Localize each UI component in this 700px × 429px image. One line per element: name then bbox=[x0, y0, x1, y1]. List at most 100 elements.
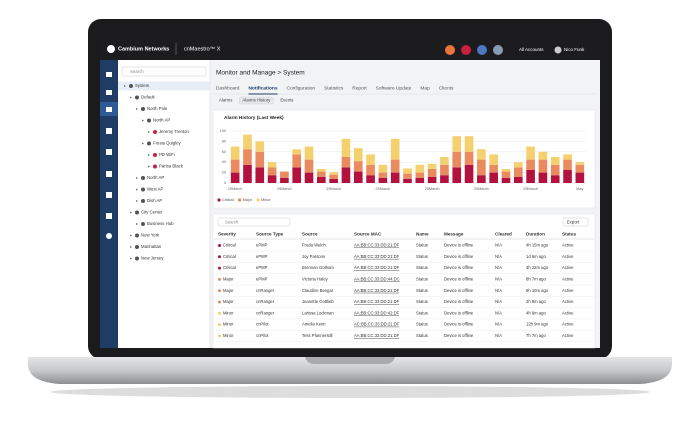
rail-icon[interactable] bbox=[106, 72, 112, 77]
bar-segment bbox=[403, 178, 412, 183]
tab[interactable]: Software Update bbox=[376, 85, 412, 91]
user[interactable]: Nico Funk bbox=[564, 47, 585, 52]
breadcrumb: Monitor and Manage > System bbox=[216, 70, 305, 77]
severity-dot bbox=[218, 277, 221, 281]
tree-item[interactable]: Parisa Black bbox=[159, 164, 184, 169]
rail-icon[interactable] bbox=[106, 192, 112, 198]
bar-segment bbox=[427, 163, 437, 169]
tree-item[interactable]: System bbox=[135, 83, 150, 88]
tab[interactable]: Statistics bbox=[324, 85, 344, 91]
bar-segment bbox=[366, 175, 375, 183]
tree-item[interactable]: Dish AP bbox=[147, 198, 162, 203]
table-cell: Device is offline bbox=[444, 322, 474, 327]
table-cell[interactable]: AA:BB:CC:33:DD:21:DF bbox=[354, 265, 400, 270]
tree-icon bbox=[129, 84, 133, 88]
bar-segment bbox=[329, 172, 338, 175]
tree-panel bbox=[118, 60, 210, 348]
icon[interactable] bbox=[493, 45, 503, 55]
bar-segment bbox=[501, 168, 511, 172]
bar-segment bbox=[267, 167, 277, 176]
rail-icon[interactable] bbox=[106, 128, 112, 134]
table-cell: Major bbox=[223, 288, 234, 293]
table-cell[interactable]: AA:BB:CC:33:DD:21:DF bbox=[354, 288, 400, 293]
column-header: Source bbox=[302, 232, 318, 237]
x-tick-label: 29March bbox=[228, 187, 243, 191]
tree-item[interactable]: North Pole bbox=[147, 106, 168, 111]
tab[interactable]: Report bbox=[352, 85, 367, 91]
tree-item[interactable]: PD WiFi bbox=[159, 152, 175, 157]
rail-icon[interactable] bbox=[106, 149, 112, 155]
bar-segment bbox=[563, 154, 572, 160]
subtab[interactable]: Alarms History bbox=[242, 98, 271, 103]
table-cell[interactable]: AA:BB:CC:33:DD:21:DF bbox=[354, 254, 400, 259]
rail-icon[interactable] bbox=[106, 171, 112, 177]
brand: Cambium Networks bbox=[118, 46, 169, 52]
icon[interactable] bbox=[445, 45, 455, 55]
tree-item[interactable]: City Center bbox=[141, 210, 163, 215]
table-cell[interactable]: AA:BB:CC:33:DD:21:DF bbox=[354, 333, 400, 338]
tree-toggle: ▸ bbox=[130, 95, 132, 100]
bar-segment bbox=[440, 175, 449, 183]
tree-item[interactable]: Jeremy Trenton bbox=[159, 129, 189, 134]
tree-icon bbox=[141, 187, 145, 192]
tab[interactable]: Configuration bbox=[287, 85, 316, 91]
bar-segment bbox=[563, 170, 572, 183]
y-tick-label: 20 bbox=[222, 171, 226, 175]
table-search[interactable] bbox=[217, 217, 291, 227]
tree-item[interactable]: New York bbox=[141, 233, 160, 238]
table-cell: 1d 6m ago bbox=[526, 254, 546, 259]
table-cell: Device is offline bbox=[444, 310, 474, 315]
bar-segment bbox=[477, 159, 486, 176]
subtab[interactable]: Events bbox=[280, 98, 293, 103]
table-cell: Critical bbox=[223, 254, 236, 259]
tree-item[interactable]: Default bbox=[141, 95, 155, 100]
bar-segment bbox=[341, 157, 351, 168]
table-cell: ePMP bbox=[256, 277, 268, 282]
tab[interactable]: Dashboard bbox=[216, 85, 240, 91]
export-button[interactable] bbox=[562, 217, 589, 227]
bar-segment bbox=[440, 164, 449, 176]
tree-icon bbox=[135, 233, 139, 238]
rail-icon[interactable] bbox=[106, 107, 112, 112]
tree-item[interactable]: New Jersey bbox=[141, 256, 164, 261]
bar-segment bbox=[489, 172, 498, 183]
tree-toggle: ▸ bbox=[148, 164, 150, 169]
table-cell: Critical bbox=[223, 265, 236, 270]
rail-icon[interactable] bbox=[106, 233, 112, 239]
severity-dot bbox=[218, 311, 221, 315]
table-cell[interactable]: AA:BB:CC:33:DD:21:DF bbox=[354, 299, 400, 304]
tree-toggle: ▸ bbox=[142, 118, 144, 123]
table-cell[interactable]: AA:BB:CC:33:DD:44:DC bbox=[354, 277, 400, 282]
bar-segment bbox=[452, 136, 462, 152]
tree-item[interactable]: Fresia Quigley bbox=[153, 141, 182, 146]
severity-dot bbox=[218, 289, 221, 293]
subtab[interactable]: Alarms bbox=[219, 98, 232, 103]
tree-item[interactable]: North AP bbox=[147, 175, 164, 180]
tab[interactable]: Clients bbox=[439, 85, 454, 91]
table-cell: 2h 9m ago bbox=[526, 299, 546, 304]
tree-item[interactable]: Business Hub bbox=[147, 221, 174, 226]
table-cell[interactable]: AC:BB:CC:33:DD:21:DF bbox=[354, 322, 400, 327]
tab[interactable]: Map bbox=[420, 85, 430, 91]
x-tick-label: 29March bbox=[474, 187, 489, 191]
rail-icon[interactable] bbox=[106, 90, 112, 95]
icon[interactable] bbox=[461, 45, 471, 55]
table-cell: ePMP bbox=[256, 265, 268, 270]
bar-segment bbox=[489, 164, 498, 173]
tree-toggle: ▸ bbox=[148, 129, 150, 134]
icon[interactable] bbox=[477, 45, 487, 55]
bar-segment bbox=[575, 164, 585, 173]
avatar bbox=[554, 46, 562, 54]
accounts[interactable]: All Accounts bbox=[519, 47, 544, 52]
rail-icon[interactable] bbox=[106, 213, 112, 219]
table-cell[interactable]: AA:BB:CC:33:DD:21:DF bbox=[354, 243, 400, 248]
tree-item[interactable]: Manhattan bbox=[141, 244, 162, 249]
tree-item[interactable]: West AP bbox=[147, 187, 164, 192]
x-tick-label: May bbox=[576, 187, 583, 191]
tree-toggle: ▸ bbox=[136, 106, 138, 111]
tab[interactable]: Notifications bbox=[248, 85, 277, 91]
tree-search[interactable] bbox=[121, 66, 207, 77]
table-cell[interactable]: AA:BB:CC:33:DD:42:DF bbox=[354, 310, 400, 315]
bar-segment bbox=[513, 167, 523, 177]
tree-item[interactable]: North AP bbox=[153, 118, 170, 123]
